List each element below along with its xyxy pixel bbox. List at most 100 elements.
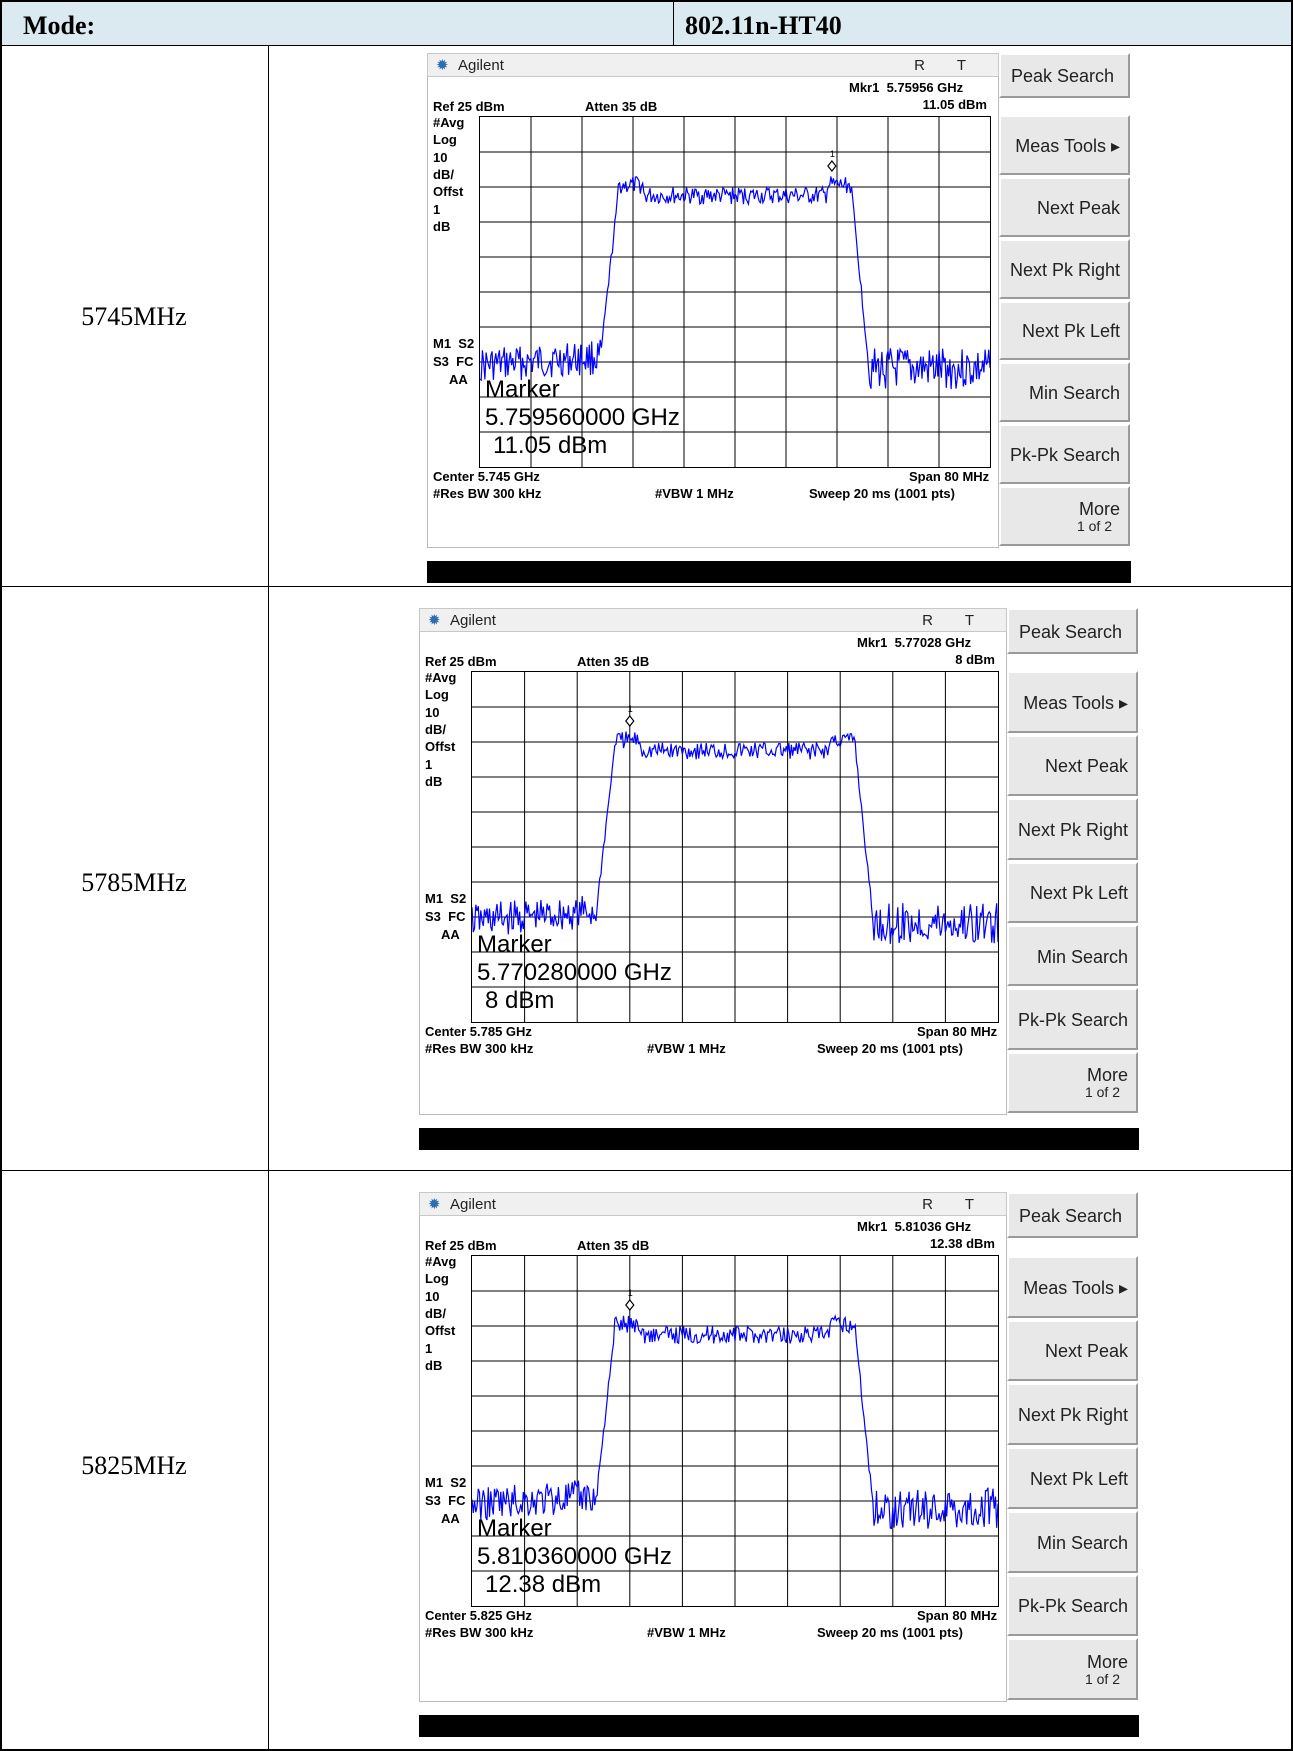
- next-pk-right-button[interactable]: Next Pk Right: [1007, 798, 1138, 860]
- min-search-button[interactable]: Min Search: [1007, 1510, 1138, 1573]
- spectrum-analyzer-screen: ✹ Agilent R T Mkr1 5.77028 GHz 8 dBm Ref 25 d…: [419, 608, 1139, 1150]
- trigger-label: S3 FC: [433, 354, 474, 369]
- scale-label: 10: [425, 1288, 440, 1304]
- pk-pk-search-button[interactable]: Pk-Pk Search: [1007, 1574, 1138, 1637]
- min-search-button[interactable]: Min Search: [1007, 924, 1138, 987]
- next-pk-right-button[interactable]: Next Pk Right: [999, 238, 1130, 299]
- scale-label: dB/: [425, 721, 446, 737]
- softkey-label: Pk-Pk Search: [1017, 1596, 1128, 1617]
- trigger-label: AA: [449, 372, 468, 387]
- next-peak-button[interactable]: Next Peak: [1007, 734, 1138, 797]
- scale-label: 1: [425, 756, 433, 772]
- softkey-label: Next Peak: [1044, 1341, 1128, 1362]
- table-border-bottom: [0, 1749, 1293, 1751]
- table-border-header: [0, 45, 1293, 46]
- softkey-label: Min Search: [1028, 383, 1120, 404]
- trigger-label: AA: [441, 1511, 460, 1526]
- scale-label: Log: [433, 132, 457, 148]
- softkey-label: Next Pk Right: [1017, 1405, 1128, 1426]
- softkey-label: More: [1078, 499, 1120, 520]
- marker-amplitude: 8 dBm: [485, 987, 555, 1014]
- status-indicator: R T: [914, 57, 980, 74]
- softkey-label: Next Peak: [1044, 756, 1128, 777]
- more-button[interactable]: More 1 of 2: [1007, 1051, 1138, 1113]
- ref-level: Ref 25 dBm: [425, 1238, 497, 1253]
- scale-label: dB: [433, 218, 451, 234]
- more-button[interactable]: More 1 of 2: [999, 486, 1130, 546]
- status-bar: [419, 1715, 1139, 1737]
- pk-pk-search-button[interactable]: Pk-Pk Search: [999, 424, 1130, 485]
- scale-label: 10: [425, 704, 440, 720]
- more-button[interactable]: More 1 of 2: [1007, 1638, 1138, 1700]
- agilent-logo-icon: ✹: [428, 612, 441, 629]
- marker-readout-level: 8 dBm: [955, 652, 995, 667]
- peak-search-button[interactable]: Peak Search: [1007, 608, 1138, 654]
- peak-search-button[interactable]: Peak Search: [1007, 1192, 1138, 1238]
- brand-name: Agilent: [450, 1196, 496, 1213]
- softkey-label: Peak Search: [1019, 621, 1123, 642]
- next-pk-left-button[interactable]: Next Pk Left: [1007, 861, 1138, 923]
- trigger-label: S3 FC: [425, 1493, 466, 1508]
- softkey-label: Next Pk Left: [1029, 883, 1128, 904]
- marker-diamond-icon: [625, 1299, 635, 1311]
- pk-pk-search-button[interactable]: Pk-Pk Search: [1007, 988, 1138, 1050]
- softkey-label: Meas Tools ▸: [1015, 135, 1120, 156]
- softkey-label: Meas Tools ▸: [1023, 1277, 1128, 1298]
- marker-readout-level: 12.38 dBm: [929, 1236, 995, 1251]
- scale-label: Offst: [425, 739, 456, 755]
- table-border-row2: [0, 1170, 1293, 1171]
- min-search-button[interactable]: Min Search: [999, 362, 1130, 423]
- marker-title: Marker: [485, 376, 560, 403]
- next-pk-left-button[interactable]: Next Pk Left: [999, 300, 1130, 361]
- marker-number: 1: [628, 704, 633, 714]
- analyzer-title-bar: ✹ Agilent R T: [427, 53, 999, 77]
- span: Span 80 MHz: [917, 1024, 998, 1039]
- marker-annotation: Marker 5.759560000 GHz 11.05 dBm: [485, 376, 680, 460]
- softkey-label: Peak Search: [1019, 1205, 1123, 1226]
- table-border-right: [1291, 0, 1293, 1751]
- trigger-label: M1 S2: [433, 336, 475, 351]
- scale-label: Log: [425, 687, 449, 703]
- softkey-label: Next Peak: [1036, 197, 1120, 218]
- next-peak-button[interactable]: Next Peak: [1007, 1319, 1138, 1382]
- status-bar: [419, 1128, 1139, 1150]
- meas-tools-button[interactable]: Meas Tools ▸: [999, 114, 1130, 175]
- analyzer-title-bar: ✹ Agilent R T: [419, 608, 1007, 632]
- sweep-time: Sweep 20 ms (1001 pts): [817, 1625, 963, 1640]
- status-indicator: R T: [922, 1196, 988, 1213]
- brand-name: Agilent: [458, 57, 504, 74]
- analyzer-display: [419, 632, 1007, 1115]
- table-border-top: [0, 0, 1293, 2]
- agilent-logo-icon: ✹: [428, 1196, 441, 1213]
- video-bandwidth: #VBW 1 MHz: [655, 486, 734, 501]
- freq-label-1: 5745MHz: [81, 302, 187, 331]
- graticule: 1: [471, 671, 999, 1023]
- spectrum-trace-plot: 1: [472, 1256, 998, 1606]
- meas-tools-button[interactable]: Meas Tools ▸: [1007, 671, 1138, 733]
- peak-search-button[interactable]: Peak Search: [999, 53, 1130, 98]
- next-pk-right-button[interactable]: Next Pk Right: [1007, 1383, 1138, 1445]
- next-pk-left-button[interactable]: Next Pk Left: [1007, 1447, 1138, 1509]
- marker-title: Marker: [477, 1515, 552, 1542]
- mode-label: Mode:: [23, 11, 96, 40]
- next-peak-button[interactable]: Next Peak: [999, 176, 1130, 237]
- spectrum-trace: [480, 176, 990, 390]
- attenuation: Atten 35 dB: [577, 1238, 650, 1253]
- softkey-label: Meas Tools ▸: [1023, 693, 1128, 714]
- meas-tools-button[interactable]: Meas Tools ▸: [1007, 1255, 1138, 1318]
- marker-diamond-icon: [625, 715, 635, 727]
- scale-label: #Avg: [425, 1254, 457, 1269]
- table-border-left: [0, 0, 2, 1751]
- softkey-label: Next Pk Left: [1029, 1468, 1128, 1489]
- header-divider: [673, 0, 674, 46]
- trigger-label: M1 S2: [425, 1475, 467, 1490]
- scale-label: dB: [425, 773, 443, 789]
- column-divider: [268, 46, 269, 1750]
- marker-frequency: 5.770280000 GHz: [477, 959, 672, 986]
- marker-readout-freq: Mkr1 5.75956 GHz: [849, 80, 964, 95]
- spectrum-trace: [472, 731, 998, 944]
- marker-diamond-icon: [827, 160, 837, 172]
- span: Span 80 MHz: [917, 1608, 998, 1623]
- freq-label-2: 5785MHz: [81, 868, 187, 897]
- status-indicator: R T: [922, 612, 988, 629]
